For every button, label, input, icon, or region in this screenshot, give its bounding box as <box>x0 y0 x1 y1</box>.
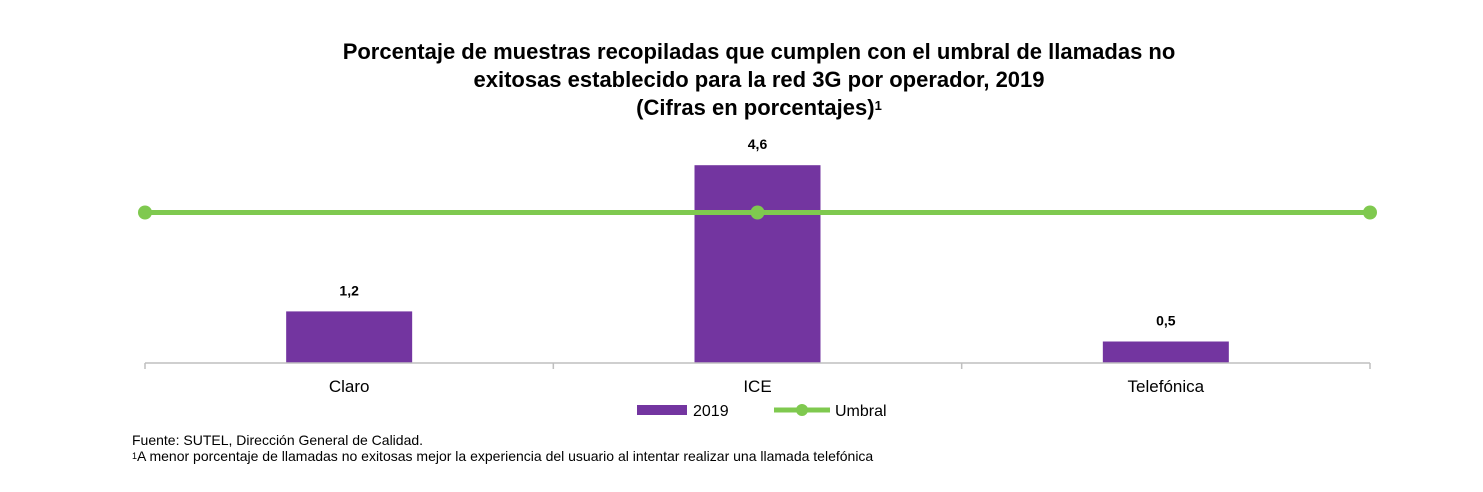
legend-label-umbral: Umbral <box>835 403 887 420</box>
footnote: 1A menor porcentaje de llamadas no exito… <box>132 448 932 464</box>
x-tick-label-ice: ICE <box>743 377 771 396</box>
chart-title-line-3: (Cifras en porcentajes)1 <box>0 94 1483 122</box>
chart-title-footnote-mark: 1 <box>874 98 882 113</box>
umbral-point <box>750 205 765 220</box>
legend-marker-umbral <box>796 404 808 416</box>
bar-telefónica <box>1102 341 1229 363</box>
x-tick-label-claro: Claro <box>329 377 370 396</box>
source-note: Fuente: SUTEL, Dirección General de Cali… <box>132 432 424 448</box>
data-label-claro: 1,2 <box>339 282 359 298</box>
x-tick-label-telefónica: Telefónica <box>1128 377 1205 396</box>
bar-claro <box>286 311 413 363</box>
data-label-ice: 4,6 <box>748 136 768 152</box>
chart-footer: Fuente: SUTEL, Dirección General de Cali… <box>132 432 932 464</box>
chart-title-line-2: exitosas establecido para la red 3G por … <box>473 67 1045 92</box>
legend-label-2019: 2019 <box>693 403 729 420</box>
chart-title: Porcentaje de muestras recopiladas que c… <box>0 38 1483 122</box>
bar-ice <box>694 165 821 363</box>
chart-title-line-3-text: (Cifras en porcentajes) <box>636 95 875 120</box>
umbral-point <box>138 205 152 220</box>
umbral-point <box>1363 205 1377 220</box>
chart-title-line-1: Porcentaje de muestras recopiladas que c… <box>342 39 1176 64</box>
legend-swatch-2019 <box>637 405 687 415</box>
data-label-telefónica: 0,5 <box>1156 313 1176 329</box>
footnote-mark: 1 <box>132 451 138 461</box>
footnote-text: A menor porcentaje de llamadas no exitos… <box>137 448 874 464</box>
